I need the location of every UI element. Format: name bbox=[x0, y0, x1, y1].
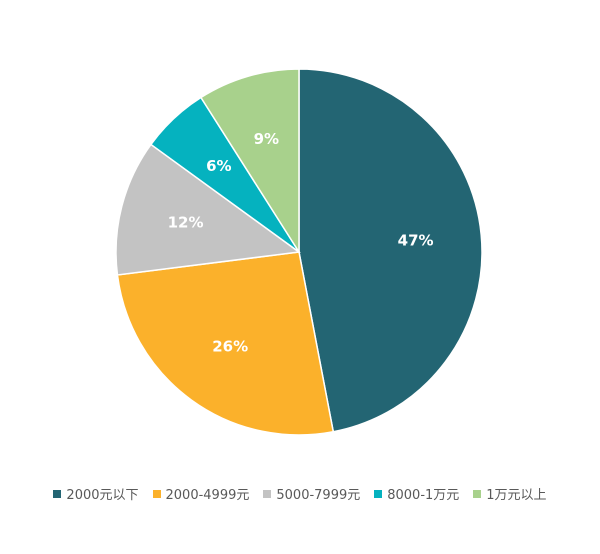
legend-label: 8000-1万元 bbox=[387, 488, 460, 503]
legend-label: 1万元以上 bbox=[486, 488, 547, 503]
data-label: 12% bbox=[168, 213, 204, 231]
legend-label: 2000元以下 bbox=[66, 488, 139, 503]
pie-slice bbox=[199, 68, 300, 255]
data-label: 6% bbox=[206, 157, 231, 175]
chart: 47% 26% 12% 6% 9% bbox=[115, 68, 483, 436]
legend-swatch bbox=[374, 489, 383, 498]
data-label: 47% bbox=[398, 231, 434, 249]
legend-swatch bbox=[263, 489, 272, 498]
legend-swatch bbox=[473, 489, 482, 498]
pie-slice bbox=[298, 68, 483, 433]
legend-swatch bbox=[53, 489, 62, 498]
legend-item: 1万元以上 bbox=[473, 484, 547, 503]
data-label: 26% bbox=[212, 337, 248, 355]
pie-slice bbox=[116, 251, 335, 436]
legend-item: 8000-1万元 bbox=[374, 484, 459, 503]
data-label: 9% bbox=[254, 130, 279, 148]
legend-label: 2000-4999元 bbox=[165, 488, 250, 503]
pie-slice bbox=[115, 143, 301, 276]
legend: 2000元以下 2000-4999元 5000-7999元 8000-1万元 1万元以上 bbox=[0, 484, 600, 503]
legend-item: 5000-7999元 bbox=[263, 484, 360, 503]
legend-item: 2000-4999元 bbox=[152, 484, 250, 503]
legend-swatch bbox=[152, 489, 161, 498]
legend-label: 5000-7999元 bbox=[276, 488, 361, 503]
legend-item: 2000元以下 bbox=[53, 484, 139, 503]
